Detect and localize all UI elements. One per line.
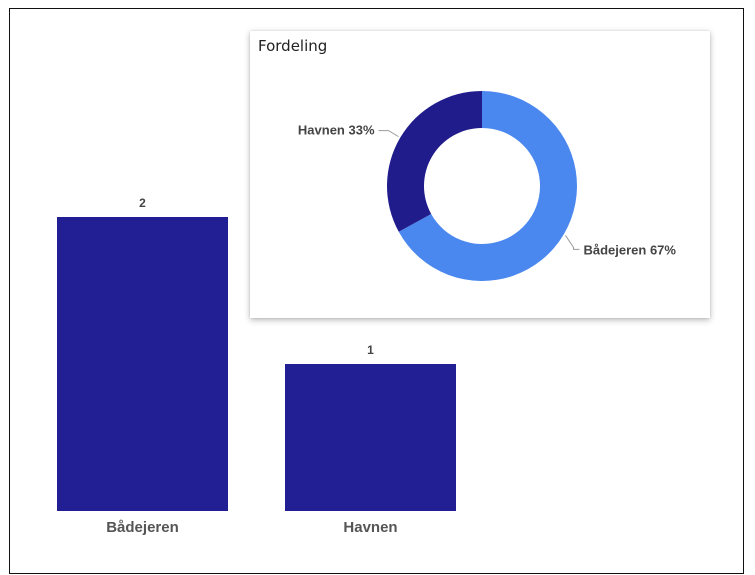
donut-slice-2[interactable] [387, 91, 482, 232]
donut-chart: Bådejeren 67% Havnen 33% [298, 91, 676, 281]
slice-leader-line [378, 130, 399, 138]
slice-leader-line [565, 235, 580, 250]
bar-2[interactable] [285, 364, 456, 511]
donut-slice-1[interactable] [398, 91, 577, 281]
category-label: Bådejeren [106, 519, 179, 536]
bar-value-label: 2 [139, 196, 146, 210]
slice-label-havnen: Havnen 33% [298, 123, 375, 138]
donut-title: Fordeling [258, 37, 328, 55]
bar-value-label: 1 [367, 343, 374, 357]
slice-label-badejeren: Bådejeren 67% [583, 242, 676, 257]
donut-card: Bådejeren 67% Havnen 33% Fordeling [250, 31, 710, 318]
category-label: Havnen [343, 519, 397, 536]
bar-1[interactable] [57, 217, 228, 511]
